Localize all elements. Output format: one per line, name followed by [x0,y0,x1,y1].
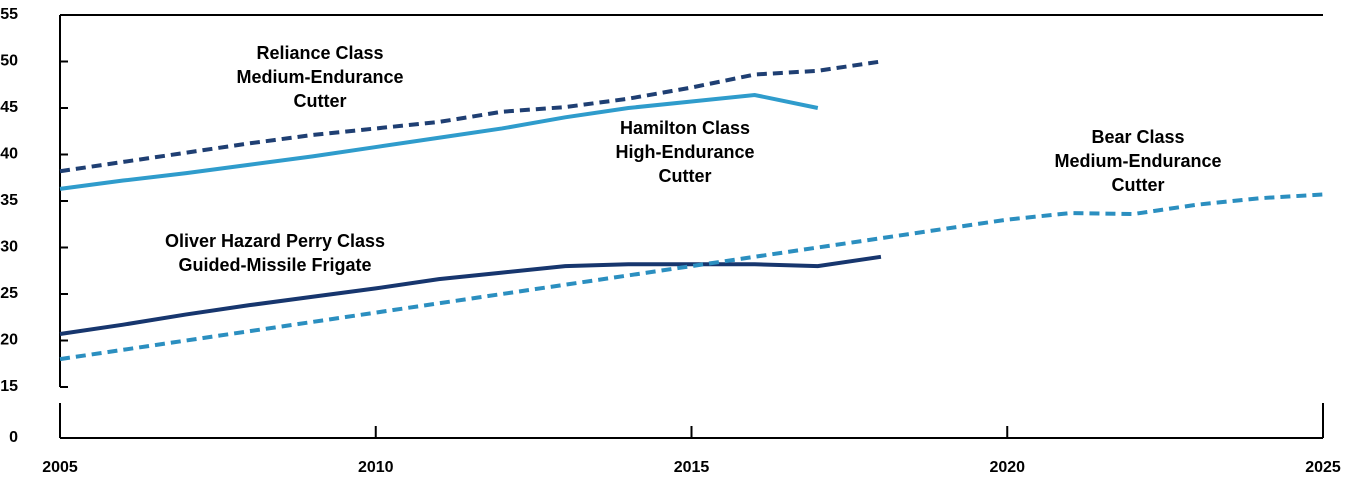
annotation: Guided-Missile Frigate [178,255,371,275]
annotation: Reliance Class [256,43,383,63]
y-tick-label: 15 [0,378,18,395]
annotation: Cutter [1112,175,1165,195]
annotation: Medium-Endurance [1054,151,1221,171]
series-line [59,254,882,336]
x-tick-label: 2010 [358,459,394,476]
y-tick-label: 0 [9,429,18,446]
y-tick-label: 30 [0,239,18,256]
series-line [59,59,882,174]
x-tick-label: 2015 [674,459,710,476]
annotation: Bear Class [1091,127,1184,147]
annotation: High-Endurance [615,142,754,162]
annotation: Oliver Hazard Perry Class [165,231,385,251]
y-tick-label: 25 [0,285,18,302]
annotation: Medium-Endurance [236,67,403,87]
x-tick-label: 2005 [42,459,78,476]
x-tick-label: 2025 [1305,459,1341,476]
y-tick-label: 50 [0,53,18,70]
annotation: Cutter [659,166,712,186]
y-tick-label: 55 [0,6,18,23]
y-tick-label: 20 [0,332,18,349]
y-tick-label: 40 [0,146,18,163]
series-line [59,192,1324,362]
series-line [59,92,819,191]
annotation: Cutter [294,91,347,111]
annotation: Hamilton Class [620,118,750,138]
x-tick-label: 2020 [989,459,1025,476]
y-tick-label: 35 [0,192,18,209]
y-tick-label: 45 [0,99,18,116]
